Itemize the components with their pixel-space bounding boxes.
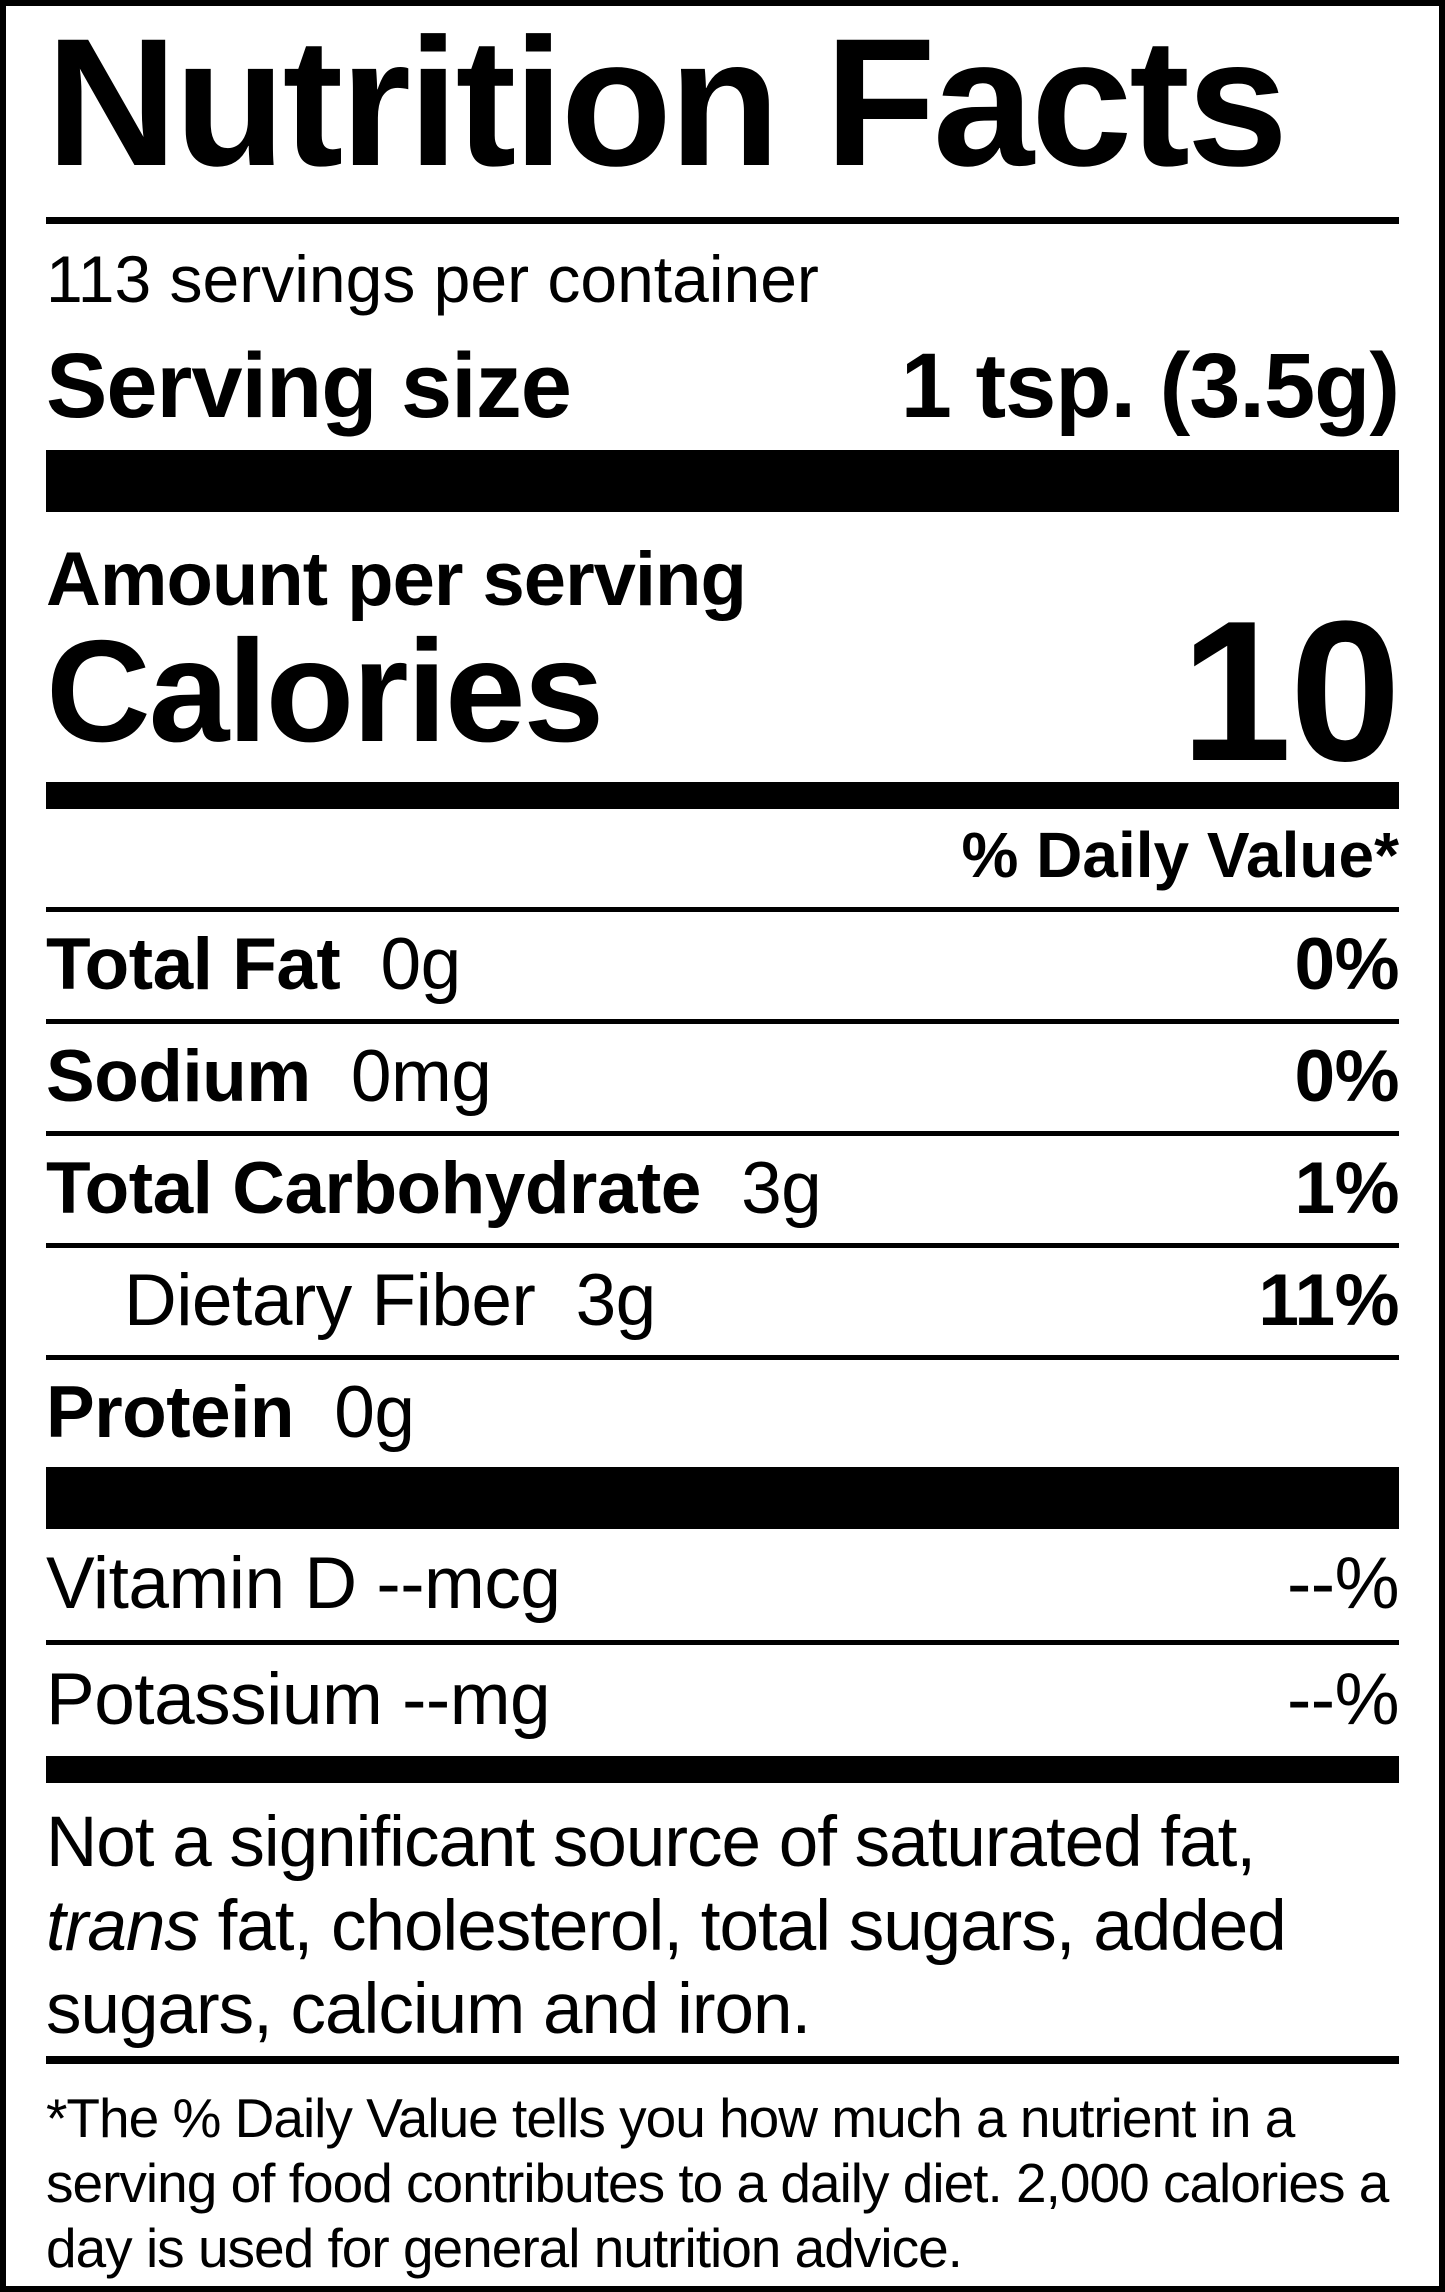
- nutrient-amount: 0mg: [350, 1035, 492, 1117]
- separator-bar-medium-bottom: [46, 1755, 1399, 1783]
- note-text: Not a significant source of saturated fa…: [46, 1802, 1256, 1882]
- micronutrient-daily-value: --%: [1286, 1658, 1400, 1740]
- nutrient-name-amount: Total Carbohydrate 3g: [46, 1152, 822, 1225]
- micronutrient-name: Vitamin D: [46, 1542, 357, 1624]
- nutrient-name-amount: Protein 0g: [46, 1376, 415, 1449]
- nutrient-name: Total Fat: [46, 923, 341, 1005]
- nutrient-name: Protein: [46, 1371, 294, 1453]
- calories-label: Calories: [46, 610, 604, 773]
- nutrient-row-sodium: Sodium 0mg 0%: [46, 1024, 1399, 1136]
- daily-value-header: % Daily Value*: [961, 818, 1399, 891]
- nutrient-daily-value: 11%: [1258, 1259, 1399, 1341]
- nutrient-amount: 3g: [575, 1259, 657, 1341]
- nutrient-name: Sodium: [46, 1035, 311, 1117]
- micronutrient-row-potassium: Potassium --mg --%: [46, 1645, 1400, 1756]
- nutrient-row-protein: Protein 0g: [46, 1360, 1399, 1467]
- nutrient-amount: 3g: [741, 1147, 822, 1229]
- nutrient-name: Dietary Fiber: [124, 1259, 536, 1341]
- nutrient-daily-value: 1%: [1294, 1147, 1399, 1229]
- separator-bar-thick-top: [46, 449, 1399, 512]
- nutrient-row-total-carbohydrate: Total Carbohydrate 3g 1%: [46, 1136, 1399, 1248]
- label-title: Nutrition Facts: [46, 0, 1288, 204]
- nutrient-daily-value: 0%: [1294, 1035, 1399, 1117]
- nutrient-amount: 0g: [334, 1371, 415, 1453]
- nutrient-daily-value: 0%: [1294, 923, 1399, 1005]
- nutrient-row-total-fat: Total Fat 0g 0%: [46, 912, 1399, 1024]
- micronutrient-amount: --mcg: [376, 1542, 561, 1624]
- nutrient-name-amount: Total Fat 0g: [46, 928, 461, 1001]
- divider-above-footnote: [46, 2056, 1399, 2065]
- divider-under-title: [46, 216, 1399, 224]
- note-italic-trans: trans: [46, 1886, 200, 1966]
- serving-size-value: 1 tsp. (3.5g): [900, 334, 1400, 437]
- micronutrient-daily-value: --%: [1286, 1542, 1400, 1624]
- nutrient-name-amount: Dietary Fiber 3g: [46, 1264, 656, 1337]
- nutrient-amount: 0g: [380, 923, 461, 1005]
- micronutrient-name: Potassium: [46, 1658, 383, 1740]
- footnote-text: *The % Daily Value tells you how much a …: [46, 2087, 1389, 2279]
- not-significant-note: Not a significant source of saturated fa…: [46, 1801, 1399, 2052]
- micronutrient-row-vitamin-d: Vitamin D --mcg --%: [46, 1529, 1400, 1645]
- amount-per-serving-label: Amount per serving: [46, 536, 747, 622]
- micronutrient-amount: --mg: [402, 1658, 551, 1740]
- micronutrient-name-amount: Potassium --mg: [46, 1663, 551, 1736]
- note-text: fat, cholesterol, total sugars, added su…: [46, 1886, 1287, 2050]
- divider-thin: [46, 906, 1399, 912]
- nutrient-row-dietary-fiber: Dietary Fiber 3g 11%: [46, 1248, 1399, 1360]
- separator-bar-thick-middle: [46, 1466, 1399, 1529]
- serving-size-row: Serving size 1 tsp. (3.5g): [46, 334, 1400, 437]
- micronutrient-name-amount: Vitamin D --mcg: [46, 1547, 561, 1620]
- nutrient-name: Total Carbohydrate: [46, 1147, 701, 1229]
- separator-bar-medium-calories: [46, 781, 1399, 809]
- calories-row: Calories 10: [46, 579, 1401, 803]
- serving-size-label: Serving size: [46, 334, 572, 437]
- servings-per-container: 113 servings per container: [46, 241, 819, 316]
- calories-value: 10: [1180, 579, 1401, 803]
- nutrient-name-amount: Sodium 0mg: [46, 1040, 492, 1113]
